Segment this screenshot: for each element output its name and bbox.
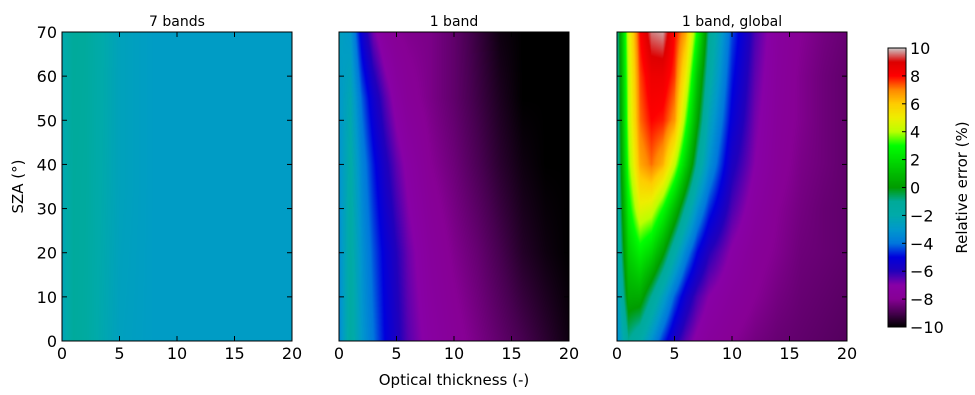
x-tick-label: 0 — [334, 344, 344, 363]
x-tick-label: 20 — [837, 344, 857, 363]
colorbar-tick-label: 10 — [910, 39, 930, 58]
y-tick-label: 70 — [37, 23, 57, 42]
x-tick-label: 10 — [444, 344, 464, 363]
x-tick-label: 5 — [391, 344, 401, 363]
heatmap-image-3 — [617, 32, 847, 341]
y-tick-label: 60 — [37, 67, 57, 86]
x-tick-label: 10 — [167, 344, 187, 363]
x-axis-label: Optical thickness (-) — [379, 371, 530, 389]
colorbar-image — [888, 48, 906, 327]
y-axis-label: SZA (°) — [9, 159, 27, 213]
colorbar-tick-label: −8 — [910, 290, 934, 309]
colorbar-tick-label: 0 — [910, 179, 920, 198]
colorbar-tick-label: −10 — [910, 318, 944, 337]
panel-title-1: 7 bands — [149, 14, 205, 30]
y-tick-label: 20 — [37, 244, 57, 263]
colorbar-tick-label: −4 — [910, 234, 934, 253]
y-tick-label: 50 — [37, 111, 57, 130]
colorbar-tick-label: 2 — [910, 151, 920, 170]
y-tick-label: 0 — [47, 332, 57, 351]
x-tick-label: 20 — [282, 344, 302, 363]
y-tick-label: 40 — [37, 155, 57, 174]
y-tick-label: 30 — [37, 200, 57, 219]
x-tick-label: 15 — [224, 344, 244, 363]
x-tick-label: 10 — [722, 344, 742, 363]
x-tick-label: 0 — [612, 344, 622, 363]
colorbar-tick-label: −6 — [910, 262, 934, 281]
colorbar-label: Relative error (%) — [953, 121, 971, 253]
x-tick-label: 0 — [57, 344, 67, 363]
y-tick-label: 10 — [37, 288, 57, 307]
colorbar-tick-label: 8 — [910, 67, 920, 86]
heatmap-image-2 — [339, 32, 569, 341]
x-tick-label: 5 — [669, 344, 679, 363]
panel-title-3: 1 band, global — [682, 14, 782, 30]
x-tick-label: 15 — [501, 344, 521, 363]
x-tick-label: 20 — [559, 344, 579, 363]
heatmap-image-1 — [62, 32, 292, 341]
colorbar-tick-label: 6 — [910, 95, 920, 114]
x-tick-label: 15 — [779, 344, 799, 363]
panel-title-2: 1 band — [430, 14, 479, 30]
colorbar-tick-label: −2 — [910, 206, 934, 225]
x-tick-label: 5 — [114, 344, 124, 363]
colorbar-tick-label: 4 — [910, 123, 920, 142]
